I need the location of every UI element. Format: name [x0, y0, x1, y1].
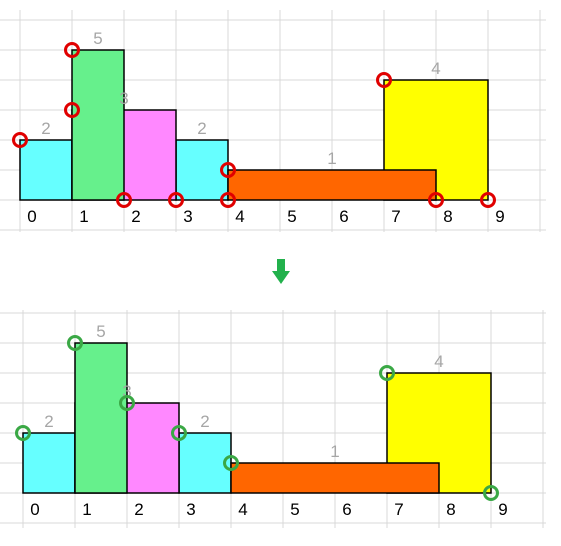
- x-tick-label: 8: [446, 500, 455, 519]
- building-cyan-h2: [178, 432, 232, 494]
- building-green-h5: [71, 49, 125, 201]
- building-orange-h1: [230, 462, 440, 494]
- x-tick-label: 0: [30, 500, 39, 519]
- keypoint-marker: [379, 365, 395, 381]
- x-tick-label: 5: [287, 207, 296, 226]
- building-height-label: 5: [93, 29, 102, 48]
- x-tick-label: 4: [238, 500, 247, 519]
- x-tick-label: 3: [186, 500, 195, 519]
- x-tick-label: 9: [498, 500, 507, 519]
- building-cyan-h2: [22, 432, 76, 494]
- x-tick-label: 3: [183, 207, 192, 226]
- building-height-label: 2: [44, 412, 53, 431]
- keypoint-marker: [12, 132, 28, 148]
- keypoint-marker: [64, 42, 80, 58]
- building-height-label: 4: [434, 352, 443, 371]
- x-tick-label: 1: [82, 500, 91, 519]
- building-height-label: 1: [330, 442, 339, 461]
- keypoint-marker: [376, 72, 392, 88]
- keypoint-marker: [220, 162, 236, 178]
- x-tick-label: 5: [290, 500, 299, 519]
- keypoint-marker: [119, 395, 135, 411]
- x-tick-label: 1: [79, 207, 88, 226]
- building-cyan-h2: [175, 139, 229, 201]
- panel-before: 2 2 3 5 4 1 0 1 2 3 4 5 6 7 8 9: [0, 10, 546, 232]
- x-tick-label: 6: [339, 207, 348, 226]
- keypoint-marker: [168, 192, 184, 208]
- x-tick-label: 8: [443, 207, 452, 226]
- building-height-label: 1: [327, 149, 336, 168]
- keypoint-marker: [223, 455, 239, 471]
- building-height-label: 3: [122, 382, 131, 401]
- building-cyan-h2: [19, 139, 73, 201]
- building-green-h5: [74, 342, 128, 494]
- panel-after: 2 2 3 5 4 1 0 1 2 3 4 5 6 7 8 9: [0, 310, 546, 528]
- x-tick-label: 2: [134, 500, 143, 519]
- x-tick-label: 9: [495, 207, 504, 226]
- building-height-label: 3: [119, 89, 128, 108]
- building-orange-h1: [227, 169, 437, 201]
- building-height-label: 2: [197, 119, 206, 138]
- arrow-shaft: [277, 259, 285, 271]
- keypoint-marker: [64, 102, 80, 118]
- building-height-label: 2: [200, 412, 209, 431]
- building-height-label: 5: [96, 322, 105, 341]
- down-arrow-icon: [272, 259, 290, 284]
- x-tick-label: 6: [342, 500, 351, 519]
- x-tick-label: 4: [235, 207, 244, 226]
- keypoint-marker: [171, 425, 187, 441]
- keypoint-marker: [220, 192, 236, 208]
- keypoint-marker: [116, 192, 132, 208]
- arrow-head: [272, 271, 290, 284]
- x-tick-label: 7: [391, 207, 400, 226]
- x-tick-label: 7: [394, 500, 403, 519]
- x-tick-label: 2: [131, 207, 140, 226]
- keypoint-marker: [67, 335, 83, 351]
- building-height-label: 2: [41, 119, 50, 138]
- keypoint-marker: [483, 485, 499, 501]
- keypoint-marker: [428, 192, 444, 208]
- keypoint-marker: [480, 192, 496, 208]
- keypoint-marker: [15, 425, 31, 441]
- building-height-label: 4: [431, 59, 440, 78]
- x-tick-label: 0: [27, 207, 36, 226]
